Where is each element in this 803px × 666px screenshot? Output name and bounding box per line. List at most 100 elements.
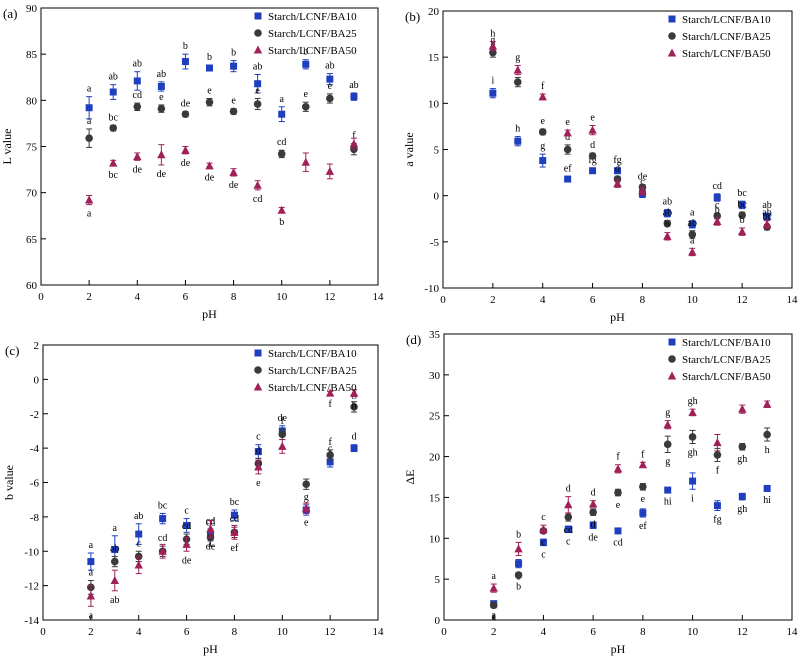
data-point	[763, 484, 771, 492]
significance-label: de	[205, 173, 215, 184]
data-point	[614, 488, 622, 497]
data-point	[588, 152, 597, 160]
significance-label: de	[133, 164, 143, 175]
significance-label: ef	[564, 163, 572, 174]
data-point	[229, 167, 238, 176]
significance-label: c	[541, 537, 546, 548]
y-axis-label: L value	[0, 129, 14, 165]
significance-label: e	[328, 81, 333, 92]
significance-label: f	[541, 81, 545, 92]
significance-label: bc	[737, 199, 747, 210]
data-point	[325, 166, 335, 175]
x-axis-label: pH	[203, 642, 218, 656]
data-point	[230, 511, 238, 519]
significance-label: d	[591, 519, 596, 530]
x-axis-label: pH	[202, 307, 217, 321]
data-point	[133, 152, 142, 161]
significance-label: a	[87, 84, 92, 95]
data-point	[663, 209, 671, 217]
data-point	[763, 430, 771, 439]
data-point	[253, 100, 262, 108]
significance-label: d	[566, 484, 571, 495]
x-tick-label: 2	[491, 626, 497, 638]
y-tick-label: 0	[435, 615, 441, 627]
data-point	[254, 80, 262, 88]
significance-label: b	[183, 41, 188, 52]
significance-label: c	[328, 444, 333, 455]
y-tick-label: -5	[430, 237, 440, 249]
data-point	[254, 448, 262, 456]
data-point	[613, 179, 622, 188]
data-point	[589, 508, 597, 516]
significance-label: f	[328, 399, 332, 410]
legend-entry: Starch/LCNF/BA10	[682, 337, 771, 349]
significance-label: ab	[110, 543, 119, 554]
data-point	[538, 92, 547, 101]
y-tick-label: 15	[429, 492, 441, 504]
data-point	[564, 500, 573, 509]
significance-label: gh	[688, 447, 698, 458]
data-point	[157, 150, 166, 159]
data-point	[738, 201, 746, 209]
legend-marker	[254, 29, 262, 37]
data-point	[87, 558, 95, 566]
data-point	[489, 583, 498, 592]
data-point	[230, 527, 239, 536]
data-point	[301, 102, 310, 111]
data-point	[664, 486, 672, 494]
x-tick-label: 0	[441, 626, 447, 638]
data-point	[539, 524, 548, 533]
significance-label: a	[87, 209, 92, 220]
significance-label: h	[515, 124, 520, 135]
data-point	[350, 444, 358, 452]
significance-label: de	[588, 532, 598, 543]
data-point	[277, 150, 286, 158]
data-point	[689, 477, 697, 485]
significance-label: e	[159, 92, 164, 103]
significance-label: ab	[157, 69, 166, 80]
significance-label: a	[89, 567, 94, 578]
legend-entry: Starch/LCNF/BA25	[268, 28, 357, 40]
significance-label: f	[328, 437, 332, 448]
data-point	[183, 521, 191, 529]
data-point	[762, 219, 772, 228]
significance-label: de	[206, 542, 216, 553]
significance-label: e	[207, 85, 212, 96]
data-point	[205, 161, 214, 170]
data-point	[688, 230, 697, 239]
y-tick-label: 70	[26, 188, 38, 200]
legend-marker	[668, 15, 676, 23]
significance-label: b	[516, 529, 521, 540]
data-point	[688, 407, 697, 416]
x-tick-label: 12	[325, 626, 336, 638]
data-point	[738, 211, 746, 219]
data-point	[614, 167, 621, 175]
data-point	[539, 157, 547, 165]
legend-entry: Starch/LCNF/BA10	[268, 348, 357, 360]
significance-label: a	[279, 94, 284, 105]
data-point	[325, 388, 335, 397]
significance-label: ab	[688, 218, 697, 229]
y-tick-label: 65	[26, 234, 38, 246]
significance-label: a	[491, 610, 496, 621]
significance-label: cd	[133, 90, 142, 101]
significance-label: fg	[588, 155, 596, 166]
significance-label: a	[89, 540, 94, 551]
significance-label: c	[566, 537, 571, 548]
significance-label: gh	[737, 454, 747, 465]
data-point	[85, 104, 93, 112]
y-tick-label: 10	[428, 98, 440, 110]
data-point	[278, 430, 287, 439]
significance-label: de	[181, 98, 191, 109]
significance-label: d	[615, 163, 620, 174]
significance-label: cd	[564, 525, 573, 536]
x-tick-label: 6	[590, 626, 596, 638]
significance-label: ab	[663, 208, 672, 219]
series-BA50: a bc de de de de de cd b	[84, 137, 359, 228]
data-point	[134, 560, 143, 569]
x-axis-label: pH	[611, 642, 626, 656]
x-tick-label: 14	[787, 626, 799, 638]
